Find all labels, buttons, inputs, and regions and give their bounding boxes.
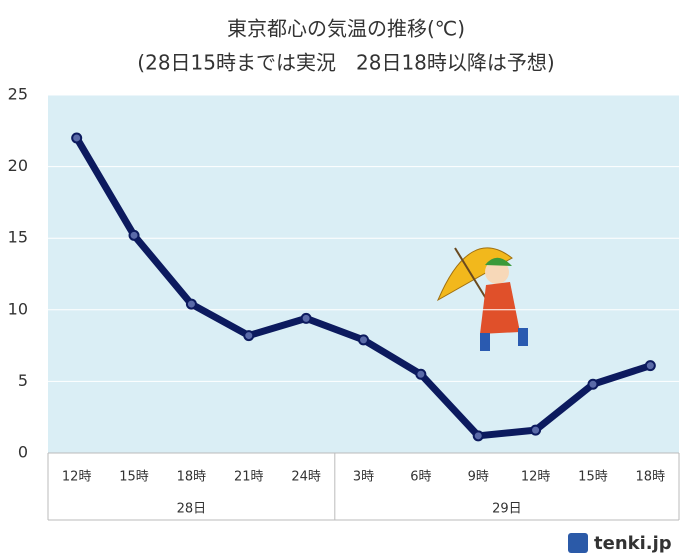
y-tick-label: 10 xyxy=(8,299,28,318)
y-tick-label: 15 xyxy=(8,228,28,247)
x-tick-label: 15時 xyxy=(119,470,149,485)
x-tick-label: 21時 xyxy=(234,470,264,485)
logo-icon xyxy=(568,533,588,553)
point xyxy=(587,378,599,390)
point xyxy=(71,132,83,144)
group-label: 29日 xyxy=(492,502,522,517)
point xyxy=(530,424,542,436)
boot xyxy=(518,328,528,346)
coat xyxy=(480,282,520,334)
x-tick-label: 18時 xyxy=(636,470,666,485)
point xyxy=(358,334,369,346)
head xyxy=(485,260,509,284)
x-tick-label: 18時 xyxy=(177,470,207,485)
x-tick-label: 6時 xyxy=(410,470,431,485)
point xyxy=(300,312,312,324)
y-tick-label: 5 xyxy=(18,371,28,390)
x-tick-label: 3時 xyxy=(353,470,374,485)
point xyxy=(243,330,255,342)
chart-title: 東京都心の気温の推移(℃) xyxy=(227,17,465,41)
point xyxy=(128,229,140,241)
point xyxy=(472,430,484,442)
x-tick-label: 12時 xyxy=(62,470,92,485)
umbrella-handle xyxy=(454,247,491,306)
chart-subtitle: (28日15時までは実況 28日18時以降は予想) xyxy=(137,51,554,75)
x-tick-label: 12時 xyxy=(521,470,551,485)
x-tick-label: 24時 xyxy=(291,470,321,485)
point xyxy=(415,368,427,380)
y-tick-label: 20 xyxy=(8,156,28,175)
logo: tenki.jp xyxy=(594,533,672,554)
plot-area xyxy=(48,95,679,453)
boot xyxy=(480,333,490,351)
x-tick-label: 9時 xyxy=(468,470,489,485)
y-tick-label: 0 xyxy=(18,443,28,462)
y-tick-label: 25 xyxy=(8,85,28,104)
x-tick-label: 15時 xyxy=(578,470,608,485)
group-label: 28日 xyxy=(177,502,207,517)
hat xyxy=(485,257,512,266)
point xyxy=(644,360,656,372)
illustration xyxy=(436,247,528,351)
point xyxy=(185,298,197,310)
